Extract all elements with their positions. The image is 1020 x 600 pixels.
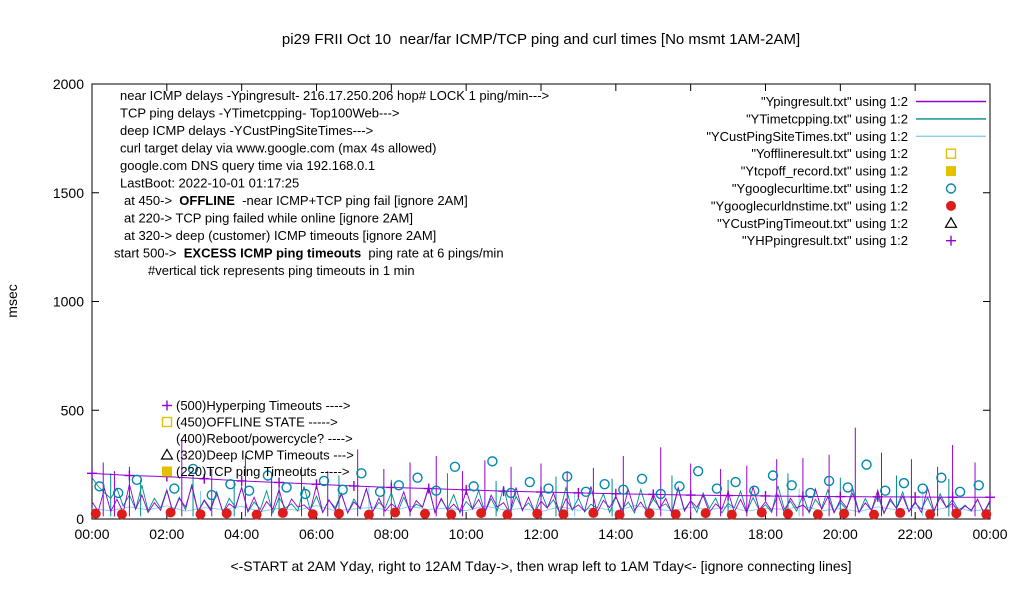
info-line: deep ICMP delays -YCustPingSiteTimes---> (120, 123, 373, 138)
info-line: LastBoot: 2022-10-01 01:17:25 (120, 176, 299, 191)
y-axis-label: msec (4, 284, 20, 317)
y-tick-label: 1500 (53, 185, 84, 201)
info-line: at 450-> OFFLINE -near ICMP+TCP ping fai… (124, 193, 468, 208)
x-tick-label: 18:00 (748, 526, 783, 542)
level-annotations: (500)Hyperping Timeouts ----> (450)OFFLIN… (160, 398, 354, 479)
legend-label: "YCustPingTimeout.txt" using 1:2 (717, 216, 908, 231)
legend-item: "Ytcpoff_record.txt" using 1:2 (741, 164, 956, 179)
level-label: (450)OFFLINE STATE -----> (176, 415, 338, 430)
legend-label: "Ytcpoff_record.txt" using 1:2 (741, 164, 908, 179)
plot-frame: 00:00 02:00 04:00 06:00 08:00 10:00 12:00 14:00… (53, 76, 1008, 542)
x-axis-label: <-START at 2AM Yday, right to 12AM Tday-… (230, 558, 851, 574)
info-line: TCP ping delays -YTimetcpping- Top100Web… (120, 106, 400, 121)
x-tick-label: 06:00 (299, 526, 334, 542)
legend-label: "YCustPingSiteTimes.txt" using 1:2 (706, 129, 908, 144)
info-line: curl target delay via www.google.com (ma… (120, 141, 436, 156)
series-Ygooglecurltime (94, 456, 984, 501)
legend-item: "YHPpingresult.txt" using 1:2 (742, 233, 956, 248)
info-annotations: near ICMP delays -Ypingresult- 216.17.25… (114, 88, 549, 278)
legend-item: "Ypingresult.txt" using 1:2 (761, 94, 986, 109)
chart-title: pi29 FRII Oct 10 near/far ICMP/TCP ping … (282, 31, 800, 48)
plot-series (87, 427, 995, 520)
x-tick-label: 00:00 (74, 526, 109, 542)
level-label: (500)Hyperping Timeouts ----> (176, 398, 350, 413)
series-Ygooglecurldnstime (90, 507, 992, 520)
level-label: (320)Deep ICMP Timeouts ---> (176, 448, 354, 463)
series-YHPpingresult (87, 468, 995, 503)
x-tick-label: 04:00 (224, 526, 259, 542)
info-line: #vertical tick represents ping timeouts … (148, 263, 415, 278)
legend-item: "YTimetcpping.txt" using 1:2 (746, 111, 986, 126)
x-tick-label: 02:00 (149, 526, 184, 542)
info-line: at 220-> TCP ping failed while online [i… (124, 211, 413, 226)
legend-item: "YCustPingTimeout.txt" using 1:2 (717, 216, 958, 231)
legend-label: "Yofflineresult.txt" using 1:2 (751, 146, 908, 161)
x-tick-label: 08:00 (374, 526, 409, 542)
x-tick-label: 20:00 (823, 526, 858, 542)
x-tick-label: 10:00 (449, 526, 484, 542)
y-tick-label: 2000 (53, 76, 84, 92)
x-tick-label: 22:00 (898, 526, 933, 542)
info-line: at 320-> deep (customer) ICMP timeouts [… (124, 228, 436, 243)
legend-label: "Ygooglecurldnstime.txt" using 1:2 (711, 198, 908, 213)
info-line: google.com DNS query time via 192.168.0.… (120, 158, 375, 173)
legend: "Ypingresult.txt" using 1:2 "YTimetcpping… (706, 94, 986, 248)
legend-label: "YTimetcpping.txt" using 1:2 (746, 111, 908, 126)
legend-item: "Ygooglecurldnstime.txt" using 1:2 (711, 198, 956, 213)
info-line: start 500-> EXCESS ICMP ping timeouts pi… (114, 246, 504, 261)
x-tick-label: 14:00 (598, 526, 633, 542)
y-tick-label: 0 (76, 511, 84, 527)
legend-item: "YCustPingSiteTimes.txt" using 1:2 (706, 129, 986, 144)
legend-label: "YHPpingresult.txt" using 1:2 (742, 233, 908, 248)
info-line: near ICMP delays -Ypingresult- 216.17.25… (120, 88, 549, 103)
legend-label: "Ypingresult.txt" using 1:2 (761, 94, 908, 109)
y-tick-label: 1000 (53, 294, 84, 310)
y-tick-label: 500 (61, 402, 85, 418)
legend-item: "Yofflineresult.txt" using 1:2 (751, 146, 957, 161)
legend-label: "Ygooglecurltime.txt" using 1:2 (732, 181, 908, 196)
x-tick-label: 00:00 (972, 526, 1007, 542)
legend-item: "Ygooglecurltime.txt" using 1:2 (732, 181, 957, 196)
level-label: (220)TCP ping Timeouts -----> (176, 464, 350, 479)
level-label: (400)Reboot/powercycle? ----> (176, 431, 353, 446)
x-tick-label: 12:00 (523, 526, 558, 542)
x-tick-label: 16:00 (673, 526, 708, 542)
